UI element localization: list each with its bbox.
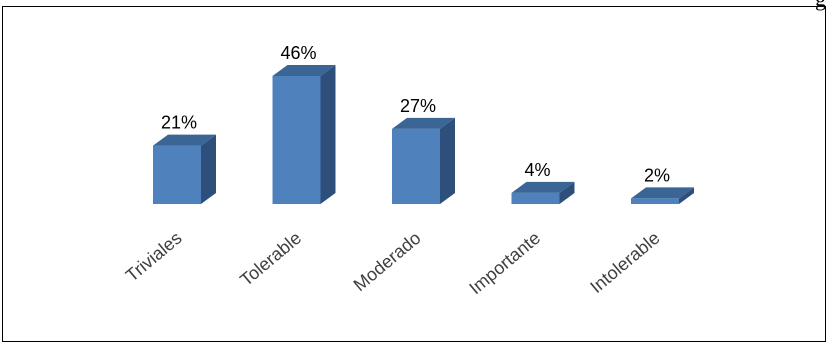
bar-top-tolerable: [272, 65, 336, 76]
category-label-triviales: Triviales: [122, 228, 186, 286]
bar-top-moderado: [392, 117, 455, 129]
bar-triviales: [153, 145, 201, 204]
data-label-tolerable: 46%: [280, 43, 316, 63]
data-label-triviales: 21%: [161, 113, 197, 133]
bar-top-triviales: [153, 134, 216, 146]
bar-side-importante: [559, 181, 575, 204]
bar-side-triviales: [201, 134, 216, 204]
bar-top-intolerable: [631, 187, 694, 199]
bar-moderado: [392, 128, 440, 204]
clipped-heading-text: g: [815, 0, 826, 12]
category-label-intolerable: Intolerable: [586, 228, 663, 297]
data-label-importante: 4%: [524, 160, 550, 180]
bar-side-moderado: [440, 117, 455, 204]
data-label-intolerable: 2%: [644, 165, 670, 185]
category-label-tolerable: Tolerable: [236, 228, 305, 290]
bar-side-tolerable: [320, 65, 336, 204]
bar-importante: [511, 192, 560, 204]
chart-frame: [2, 6, 826, 342]
bar-side-intolerable: [679, 187, 694, 204]
data-label-moderado: 27%: [400, 96, 436, 116]
bar-intolerable: [631, 198, 679, 204]
bar-top-importante: [511, 181, 575, 193]
bar-tolerable: [272, 76, 321, 204]
category-label-importante: Importante: [465, 228, 544, 299]
category-label-moderado: Moderado: [350, 228, 425, 295]
